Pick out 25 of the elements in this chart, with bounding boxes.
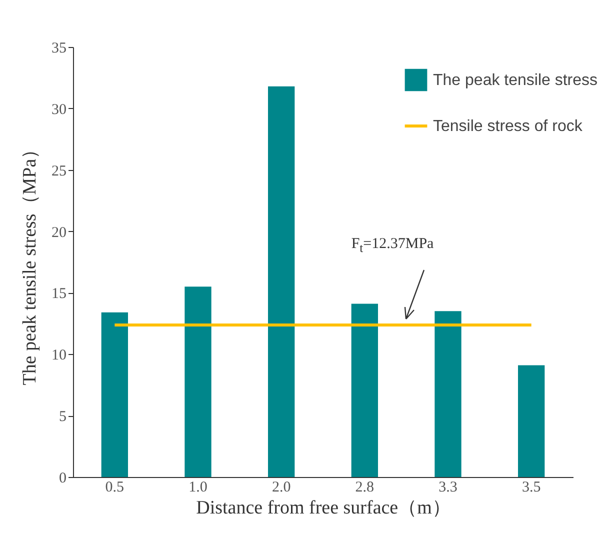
y-tick-label: 15: [52, 286, 66, 302]
bar: [184, 286, 212, 477]
x-tick-label: 3.3: [438, 480, 458, 496]
y-tick-label: 5: [59, 409, 66, 426]
legend-label: Tensile stress of rock: [433, 118, 584, 135]
x-tick-label: 1.0: [188, 480, 208, 496]
bar: [351, 304, 378, 477]
bar: [268, 86, 295, 477]
y-axis-title: The peak tensile stress（MPa）: [20, 140, 40, 386]
annotation: F$_{t}$=12.37MPa: [351, 236, 434, 256]
y-tick-label: 0: [59, 470, 66, 486]
y-tick-label: 10: [52, 348, 66, 364]
y-tick-label: 25: [52, 163, 66, 180]
y-tick-label: 35: [52, 40, 66, 56]
x-axis-title: Distance from free surface（m）: [196, 498, 451, 518]
y-tick-label: 30: [52, 102, 66, 118]
x-tick-label: 2.8: [355, 480, 374, 496]
x-tick-label: 0.5: [105, 480, 124, 496]
bar: [518, 365, 545, 477]
x-tick-label: 2.0: [272, 480, 291, 496]
y-tick-label: 20: [52, 224, 66, 241]
bar: [101, 312, 128, 477]
x-tick-label: 3.5: [522, 480, 541, 496]
legend-label: The peak tensile stress: [433, 72, 598, 89]
bar: [434, 311, 462, 477]
